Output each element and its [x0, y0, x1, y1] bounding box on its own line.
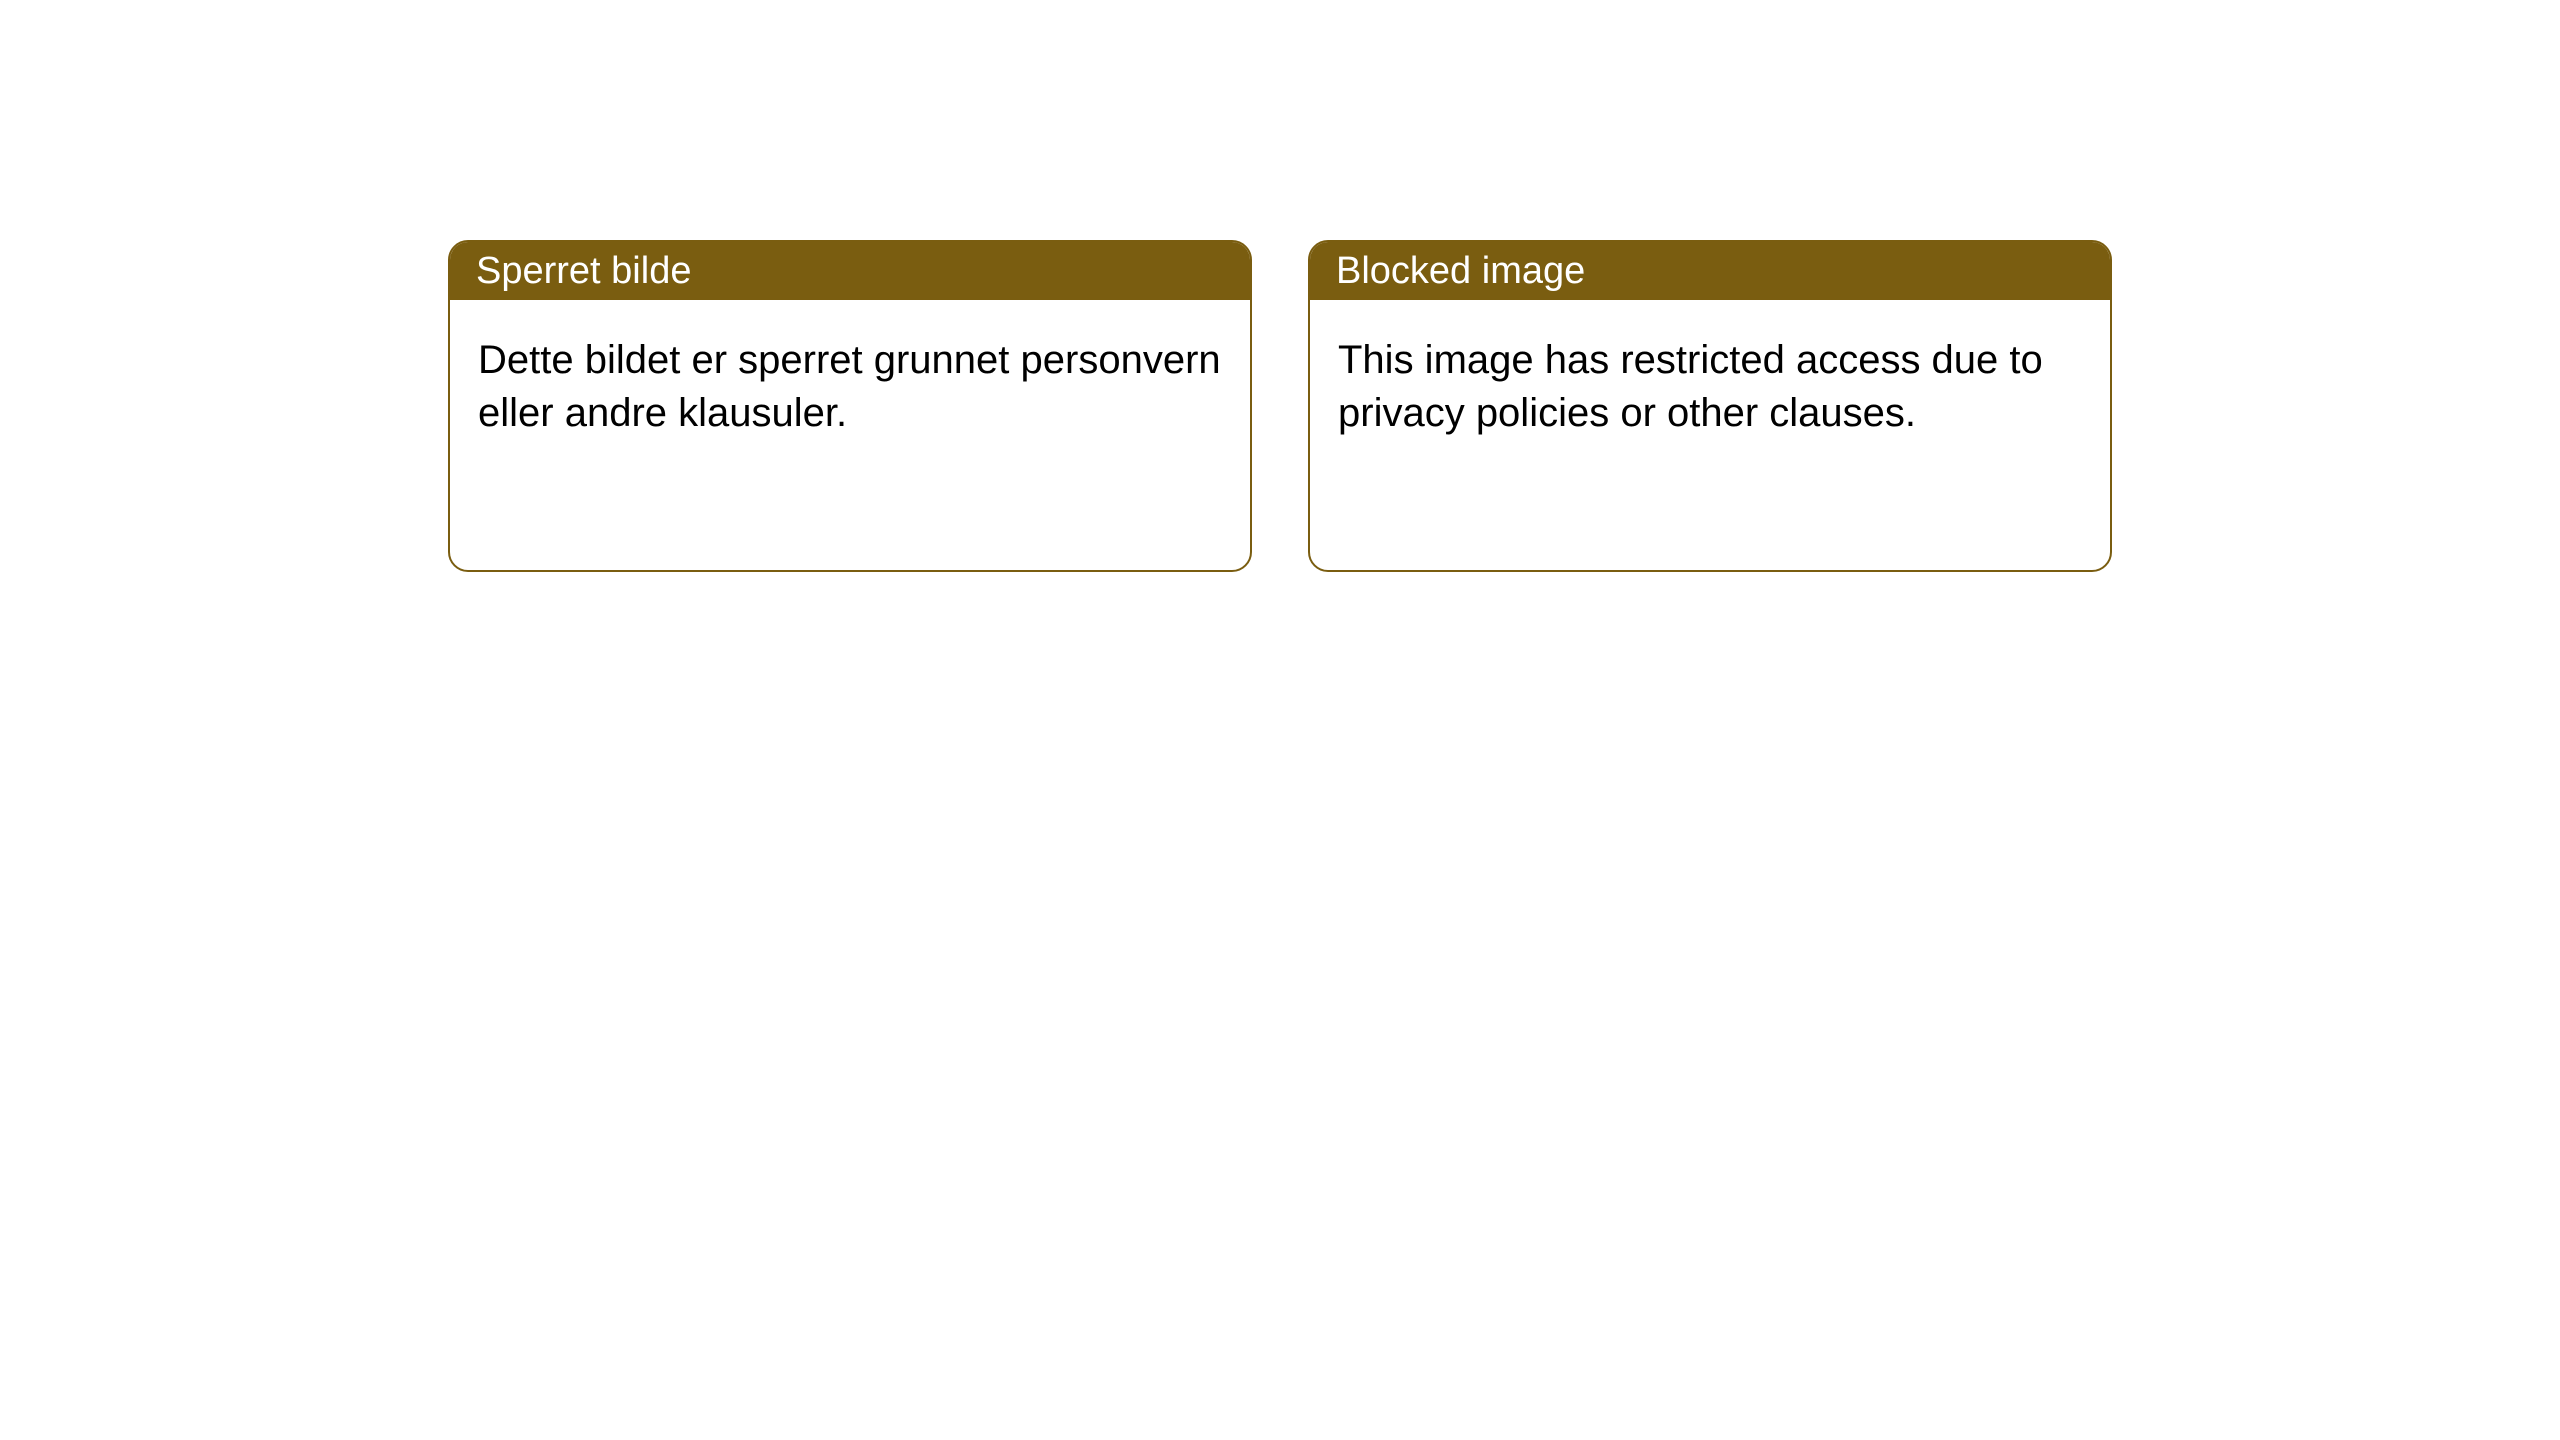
notice-cards-container: Sperret bilde Dette bildet er sperret gr…: [448, 240, 2112, 572]
card-header: Blocked image: [1310, 242, 2110, 300]
card-body: Dette bildet er sperret grunnet personve…: [450, 300, 1250, 474]
card-body-text: Dette bildet er sperret grunnet personve…: [478, 338, 1221, 435]
card-title: Sperret bilde: [476, 250, 691, 293]
notice-card-norwegian: Sperret bilde Dette bildet er sperret gr…: [448, 240, 1252, 572]
notice-card-english: Blocked image This image has restricted …: [1308, 240, 2112, 572]
card-header: Sperret bilde: [450, 242, 1250, 300]
card-body: This image has restricted access due to …: [1310, 300, 2110, 474]
card-body-text: This image has restricted access due to …: [1338, 338, 2043, 435]
card-title: Blocked image: [1336, 250, 1585, 293]
